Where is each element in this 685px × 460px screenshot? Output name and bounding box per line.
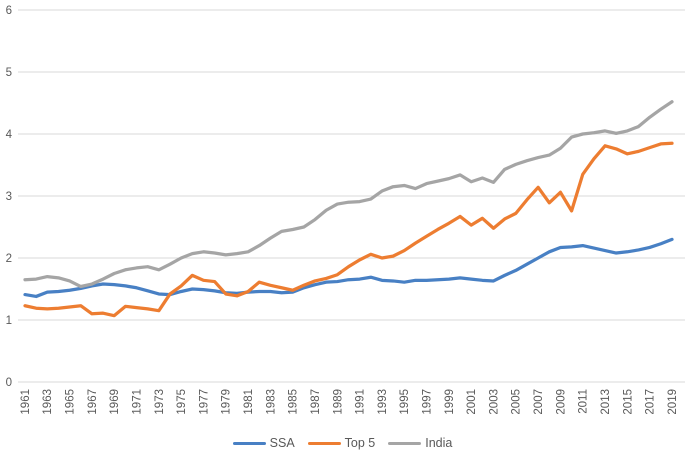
x-axis-tick-label: 2011 — [578, 389, 590, 414]
y-axis-tick-label: 6 — [6, 5, 12, 17]
x-axis-tick-label: 2013 — [600, 389, 612, 415]
x-axis-tick-label: 1965 — [65, 389, 77, 415]
x-axis-tick-label: 1961 — [20, 389, 32, 415]
legend-item-india: India — [388, 437, 452, 450]
x-axis-tick-label: 2009 — [555, 389, 567, 415]
legend-item-top-5: Top 5 — [307, 436, 376, 450]
series-line-ssa — [23, 237, 674, 299]
y-axis-tick-label: 0 — [6, 377, 12, 389]
x-axis-tick-label: 2007 — [533, 389, 545, 415]
x-axis-tick-label: 2005 — [511, 389, 523, 415]
x-axis-tick-label: 1999 — [444, 389, 456, 415]
x-axis-tick-label: 1971 — [131, 389, 143, 415]
x-axis-tick-label: 2019 — [667, 389, 679, 415]
x-axis-tick-label: 1993 — [377, 389, 389, 415]
legend-item-ssa: SSA — [232, 436, 295, 450]
series-line-top-5 — [23, 141, 674, 318]
x-axis-tick-label: 2017 — [645, 389, 657, 415]
chart-legend: SSA Top 5 India — [0, 437, 685, 450]
x-axis-tick-label: 1967 — [87, 389, 99, 415]
legend-swatch-india — [388, 441, 422, 445]
y-axis-tick-label: 4 — [6, 129, 13, 141]
x-axis-tick-label: 1981 — [243, 389, 255, 415]
x-axis-tick-label: 1985 — [288, 389, 300, 415]
legend-swatch-ssa — [232, 441, 266, 445]
x-axis-tick-label: 2003 — [488, 389, 500, 415]
x-axis-tick-label: 1973 — [154, 389, 166, 415]
x-axis-tick-label: 1995 — [399, 389, 411, 415]
x-axis-tick-label: 2001 — [466, 389, 478, 415]
series-line-india — [23, 100, 674, 289]
x-axis-tick-label: 1979 — [221, 389, 233, 415]
x-axis-tick-label: 1969 — [109, 389, 121, 415]
y-axis-tick-label: 5 — [6, 67, 12, 79]
legend-label-ssa: SSA — [269, 436, 295, 450]
x-axis-tick-label: 2015 — [622, 389, 634, 415]
x-axis-tick-label: 1963 — [42, 389, 54, 415]
y-axis-tick-label: 1 — [6, 315, 12, 327]
x-axis-tick-label: 1977 — [198, 389, 210, 415]
x-axis-tick-label: 1975 — [176, 389, 188, 415]
x-axis-tick-label: 1991 — [355, 389, 367, 415]
legend-swatch-top-5 — [307, 441, 341, 445]
x-axis-tick-label: 1997 — [421, 389, 433, 415]
x-axis-tick-label: 1983 — [265, 389, 277, 415]
legend-label-india: India — [425, 436, 453, 450]
y-axis-tick-label: 3 — [6, 191, 12, 203]
x-axis-tick-label: 1987 — [310, 389, 322, 415]
x-axis-tick-label: 1989 — [332, 389, 344, 415]
legend-label-top-5: Top 5 — [344, 436, 376, 450]
y-axis-tick-label: 2 — [6, 253, 12, 265]
